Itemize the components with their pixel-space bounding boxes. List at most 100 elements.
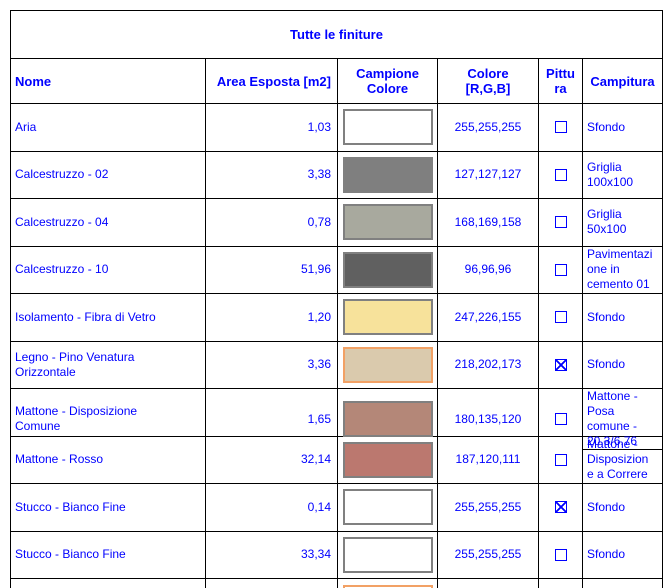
rgb-value: 180,135,120 xyxy=(454,411,522,426)
hatch-cell: Mattone - Posa comune - 20.3/6.76 xyxy=(583,388,662,450)
finish-row: Calcestruzzo - 02 3,38 127,127,127 Griglia … xyxy=(11,151,662,199)
area-value: 3,36 xyxy=(307,357,331,372)
area-cell: 3,38 xyxy=(206,151,338,198)
paint-checkbox[interactable] xyxy=(554,413,567,425)
paint-checkbox[interactable] xyxy=(554,453,567,466)
hatch-name: Sfondo xyxy=(587,309,626,324)
area-cell: 3,36 xyxy=(206,341,338,388)
hatch-name: Sfondo xyxy=(587,499,626,514)
finish-name: Aria xyxy=(15,119,37,134)
hatch-name: Griglia 50x100 xyxy=(587,207,627,237)
rgb-cell: 218,202,173 xyxy=(438,341,539,388)
table-title: Tutte le finiture xyxy=(290,27,383,42)
swatch-cell xyxy=(338,341,438,388)
color-swatch[interactable] xyxy=(342,251,433,288)
paint-checkbox[interactable] xyxy=(554,216,567,229)
finish-name: Calcestruzzo - 04 xyxy=(15,214,109,229)
area-cell: 32,14 xyxy=(206,436,338,483)
rgb-value: 255,255,255 xyxy=(454,547,522,562)
swatch-cell xyxy=(338,389,438,449)
finish-name: Isolamento - Fibra di Vetro xyxy=(15,309,156,324)
hatch-cell: Sfondo xyxy=(583,532,662,579)
column-header-nome: Nome xyxy=(11,59,206,103)
paint-checkbox[interactable] xyxy=(554,121,567,134)
paint-cell xyxy=(539,104,583,151)
color-swatch[interactable] xyxy=(342,299,433,336)
paint-cell xyxy=(539,341,583,388)
rgb-cell: 180,135,120 xyxy=(438,389,539,449)
column-header-campione: Campione Colore xyxy=(338,59,438,103)
color-swatch[interactable] xyxy=(342,156,433,193)
finish-name-cell xyxy=(11,579,206,588)
finish-row: Mattone - Disposizione Comune 1,65 180,135… xyxy=(11,388,662,450)
hatch-name: Mattone - Disposizion e a Correre xyxy=(587,437,649,482)
swatch-cell xyxy=(338,151,438,198)
hatch-cell: Mattone - Disposizion e a Correre xyxy=(583,437,662,484)
finish-name-cell: Isolamento - Fibra di Vetro xyxy=(11,294,206,341)
color-swatch[interactable] xyxy=(342,204,433,241)
paint-cell xyxy=(539,436,583,483)
rgb-value: 218,202,173 xyxy=(454,357,522,372)
area-value: 0,78 xyxy=(307,214,331,229)
paint-checkbox[interactable] xyxy=(554,548,567,561)
finish-name-cell: Aria xyxy=(11,104,206,151)
area-value: 3,38 xyxy=(307,167,331,182)
table-header-row: Nome Area Esposta [m2] Campione Colore C… xyxy=(11,59,662,104)
rgb-value: 96,96,96 xyxy=(464,262,512,277)
hatch-cell: Sfondo xyxy=(583,342,662,389)
area-cell: 0,14 xyxy=(206,484,338,531)
paint-cell xyxy=(539,199,583,246)
finish-name-cell: Mattone - Rosso xyxy=(11,436,206,483)
rgb-value: 255,255,255 xyxy=(454,119,522,134)
hatch-cell xyxy=(583,579,662,588)
area-cell: 1,03 xyxy=(206,104,338,151)
color-swatch[interactable] xyxy=(342,441,433,478)
paint-checkbox[interactable] xyxy=(554,358,567,371)
rgb-value: 127,127,127 xyxy=(454,167,522,182)
rgb-cell: 247,226,155 xyxy=(438,294,539,341)
rgb-cell: 127,127,127 xyxy=(438,151,539,198)
finish-name: Legno - Pino Venatura Orizzontale xyxy=(15,349,135,379)
finishes-table: Tutte le finiture Nome Area Esposta [m2]… xyxy=(10,10,663,588)
color-swatch[interactable] xyxy=(342,536,433,573)
area-value: 1,03 xyxy=(307,119,331,134)
paint-checkbox[interactable] xyxy=(554,168,567,181)
finish-row: Aria 1,03 255,255,255 Sfondo xyxy=(11,104,662,152)
paint-checkbox[interactable] xyxy=(554,501,567,514)
finish-row: Isolamento - Fibra di Vetro 1,20 247,226,1… xyxy=(11,294,662,342)
column-header-colore: Colore [R,G,B] xyxy=(438,59,539,103)
finish-row: Legno - Pino Venatura Orizzontale 3,36 218… xyxy=(11,341,662,389)
finish-row: Calcestruzzo - 10 51,96 96,96,96 Pavimentaz… xyxy=(11,246,662,294)
rgb-cell: 96,96,96 xyxy=(438,246,539,293)
swatch-cell xyxy=(338,579,438,588)
color-swatch[interactable] xyxy=(342,584,433,588)
rgb-cell: 255,255,255 xyxy=(438,531,539,578)
finish-name-cell: Calcestruzzo - 04 xyxy=(11,199,206,246)
rgb-value: 247,226,155 xyxy=(454,309,522,324)
swatch-cell xyxy=(338,104,438,151)
paint-cell xyxy=(539,579,583,588)
area-value: 51,96 xyxy=(300,262,331,277)
table-title-row: Tutte le finiture xyxy=(11,11,662,59)
swatch-cell xyxy=(338,199,438,246)
hatch-cell: Griglia 50x100 xyxy=(583,199,662,246)
finish-row: Stucco - Bianco Fine 0,14 255,255,255 Sfond… xyxy=(11,484,662,532)
paint-checkbox[interactable] xyxy=(554,263,567,276)
column-header-area: Area Esposta [m2] xyxy=(206,59,338,103)
finish-name-cell: Calcestruzzo - 10 xyxy=(11,246,206,293)
finish-name-cell: Calcestruzzo - 02 xyxy=(11,151,206,198)
finish-name: Calcestruzzo - 10 xyxy=(15,262,109,277)
color-swatch[interactable] xyxy=(342,109,433,146)
color-swatch[interactable] xyxy=(342,401,433,437)
color-swatch[interactable] xyxy=(342,489,433,526)
rgb-value: 255,255,255 xyxy=(454,499,522,514)
hatch-name: Pavimentazi one in cemento 01 xyxy=(587,247,653,292)
paint-cell xyxy=(539,484,583,531)
swatch-cell xyxy=(338,531,438,578)
area-cell: 1,65 xyxy=(206,389,338,449)
color-swatch[interactable] xyxy=(342,346,433,383)
finish-name-cell: Stucco - Bianco Fine xyxy=(11,531,206,578)
paint-checkbox[interactable] xyxy=(554,311,567,324)
area-cell xyxy=(206,579,338,588)
